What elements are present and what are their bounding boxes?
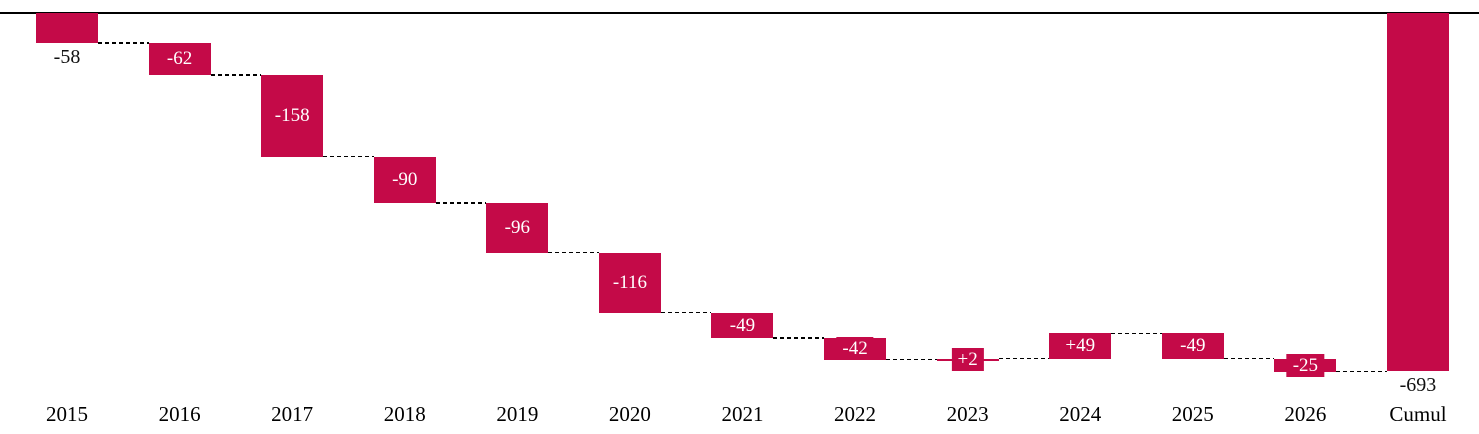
- category-label-2022: 2022: [834, 402, 877, 426]
- bar-label-2019: -96: [498, 216, 536, 240]
- connector-2023-2024: [998, 357, 1050, 360]
- category-label-Cumul: Cumul: [1389, 402, 1447, 426]
- connector-2018-2019: [435, 202, 487, 204]
- category-label-2020: 2020: [608, 402, 651, 426]
- connector-2019-2020: [548, 251, 599, 254]
- category-label-2016: 2016: [158, 402, 201, 426]
- connector-2015-2016: [98, 42, 149, 44]
- connector-2026-Cumul: [1336, 370, 1387, 373]
- category-label-2019: 2019: [496, 402, 539, 426]
- category-label-2021: 2021: [721, 402, 764, 426]
- category-label-2023: 2023: [946, 402, 989, 426]
- category-label-2024: 2024: [1059, 402, 1102, 426]
- category-label-2018: 2018: [383, 402, 426, 426]
- category-label-2025: 2025: [1171, 402, 1214, 426]
- connector-2024-2025: [1111, 332, 1162, 335]
- connector-2025-2026: [1223, 357, 1275, 360]
- bar-label-2020: -116: [606, 271, 653, 295]
- bar-label-2022: -42: [836, 337, 874, 361]
- category-label-2015: 2015: [46, 402, 88, 426]
- connector-2016-2017: [210, 74, 262, 76]
- category-label-2017: 2017: [271, 402, 314, 426]
- connector-2021-2022: [773, 337, 825, 339]
- bar-label-2024: +49: [1059, 334, 1102, 358]
- bar-label-2018: -90: [386, 168, 424, 192]
- bar-label-2016: -62: [160, 47, 199, 71]
- connector-2017-2018: [323, 155, 374, 158]
- bar-2015: [36, 13, 98, 43]
- category-label-2026: 2026: [1284, 402, 1327, 426]
- bar-label-2021: -49: [723, 313, 762, 337]
- bar-label-2017: -158: [268, 104, 316, 128]
- bar-label-2015: -58: [53, 45, 81, 68]
- zero-axis-line: [0, 12, 1479, 14]
- bar-Cumul: [1386, 13, 1449, 371]
- connector-2020-2021: [660, 311, 712, 314]
- bar-label-2026: -25: [1286, 353, 1325, 377]
- bar-label-Cumul: -693: [1399, 374, 1437, 396]
- bar-label-2025: -49: [1174, 334, 1212, 358]
- bar-label-2023: +2: [951, 347, 984, 371]
- connector-2022-2023: [886, 358, 937, 361]
